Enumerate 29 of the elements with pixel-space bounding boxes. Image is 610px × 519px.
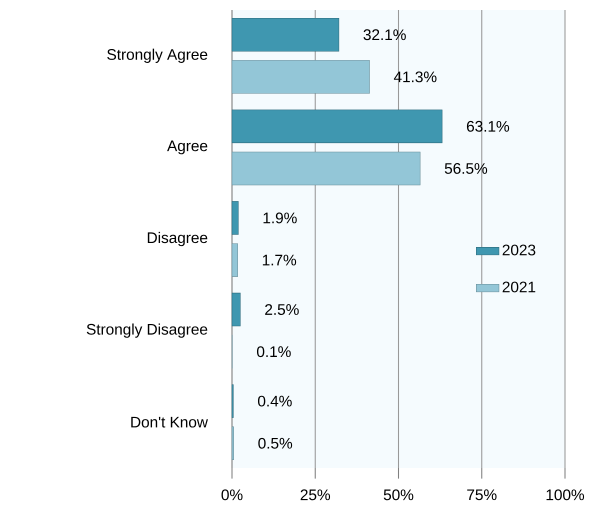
data-label: 32.1% [364,29,406,40]
data-label: 2.5% [265,304,299,315]
y-tick-label: Disagree [148,232,208,246]
x-tick-label: 0% [222,489,243,500]
legend-label: 2023 [502,244,536,256]
y-tick-label: Don't Know [131,416,208,428]
bar [232,201,239,235]
y-tick-label: Agree [167,140,208,154]
data-label: 1.9% [264,212,297,224]
bar [232,292,241,326]
legend-label: 2021 [502,282,536,292]
y-tick-label: Strongly Agree [107,48,208,63]
bar [232,110,442,144]
data-label: 0.5% [258,438,292,449]
bar [232,60,370,94]
bar [232,152,420,186]
y-tick-label: Strongly Disagree [86,323,208,338]
bar [232,243,238,277]
x-tick-label: 75% [467,489,497,500]
data-label: 63.1% [466,120,510,132]
data-label: 41.3% [394,71,436,82]
x-tick-label: 100% [546,489,584,500]
x-tick-label: 25% [300,489,330,500]
x-tick-label: 50% [384,489,414,500]
data-label: 1.7% [262,254,296,266]
data-label: 0.1% [256,346,291,358]
data-label: 0.4% [258,396,292,407]
data-label: 56.5% [444,163,488,174]
bar [232,18,340,52]
